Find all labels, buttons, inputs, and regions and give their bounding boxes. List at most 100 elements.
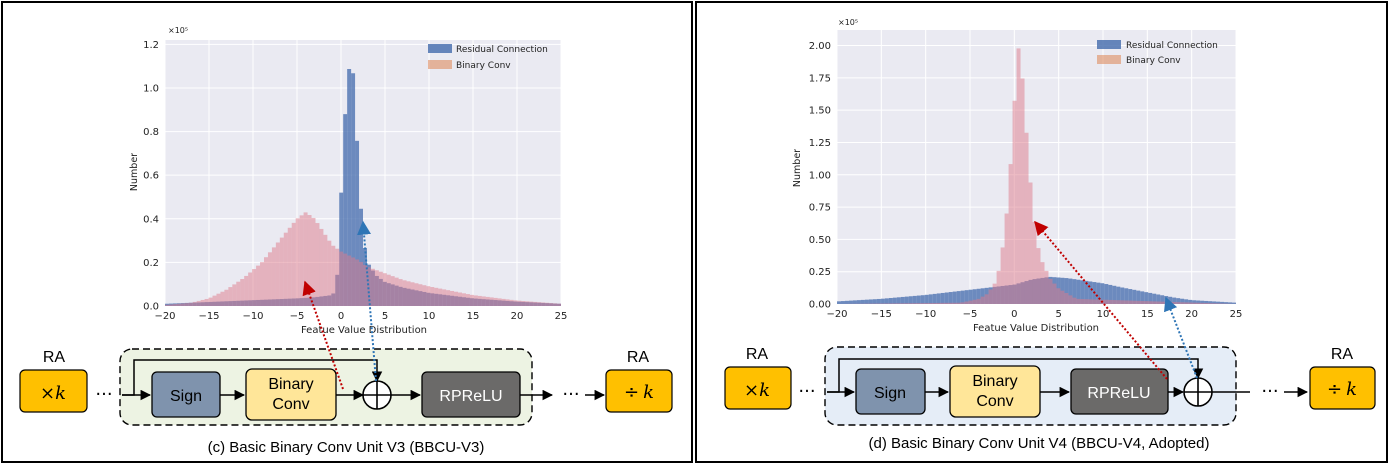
- histogram-bar: [450, 290, 455, 306]
- histogram-bar: [1068, 278, 1073, 304]
- histogram-bar: [1180, 302, 1185, 304]
- legend-swatch-residual: [428, 44, 452, 53]
- histogram-bar: [960, 290, 965, 304]
- histogram-bar: [493, 297, 498, 306]
- histogram-bar: [216, 293, 221, 306]
- histogram-bar: [1124, 300, 1129, 304]
- histogram-bar: [912, 303, 917, 304]
- histogram-bar: [904, 296, 909, 304]
- histogram-bar: [176, 303, 181, 306]
- ra-left-label: RA: [43, 349, 66, 366]
- histogram-bar: [1188, 299, 1193, 304]
- histogram-bar: [896, 297, 901, 304]
- y-multiplier: ×10⁵: [168, 26, 188, 35]
- histogram-bar: [517, 300, 522, 306]
- y-tick-label: 0.50: [809, 235, 831, 246]
- histogram-bar: [212, 295, 217, 306]
- histogram-bar: [1088, 299, 1093, 304]
- histogram-bar: [422, 285, 427, 306]
- histogram-bar: [529, 301, 534, 306]
- histogram-bar: [172, 304, 177, 306]
- histogram-bar: [252, 269, 257, 306]
- histogram-bar: [509, 299, 514, 306]
- pointer-binary-conv: [302, 280, 344, 390]
- histogram-bar: [1108, 284, 1113, 304]
- histogram-bar: [363, 264, 367, 306]
- add-node: [362, 380, 392, 410]
- histogram-bar: [208, 297, 213, 306]
- histogram-bar: [1080, 299, 1085, 304]
- histogram-bar: [1208, 303, 1213, 304]
- histogram-bar: [984, 294, 989, 304]
- histogram-bar: [1000, 247, 1005, 304]
- histogram-bar: [454, 291, 459, 306]
- histogram-bar: [394, 277, 399, 306]
- histogram-bar: [327, 240, 332, 306]
- x-tick-label: 10: [1097, 309, 1110, 320]
- histogram-bar: [944, 292, 949, 304]
- histogram-bar: [347, 255, 352, 306]
- histogram-bar: [343, 253, 348, 306]
- histogram-bar: [406, 281, 411, 306]
- histogram-bar: [1120, 300, 1125, 304]
- histogram-bar: [430, 287, 435, 306]
- y-tick-label: 1.50: [809, 106, 831, 117]
- histogram-bar: [1104, 299, 1109, 304]
- histogram-bar: [315, 223, 320, 306]
- binary-conv-label-2: Conv: [272, 396, 309, 413]
- histogram-bar: [888, 303, 893, 304]
- histogram-bar: [1072, 279, 1077, 304]
- histogram-bar: [1012, 100, 1017, 304]
- legend-label-binary: Binary Conv: [456, 61, 511, 71]
- histogram-bar: [1196, 302, 1201, 304]
- x-axis-label: Featue Value Distribution: [973, 323, 1099, 334]
- add-node: [1183, 377, 1213, 407]
- histogram-bar: [264, 257, 268, 306]
- histogram-bar: [936, 293, 941, 304]
- histogram-bar: [287, 227, 292, 306]
- histogram-bar: [382, 273, 387, 306]
- y-tick-label: 1.00: [809, 170, 831, 181]
- histogram-bar: [1084, 280, 1089, 304]
- histogram-bar: [1212, 303, 1217, 304]
- rprelu-label: RPReLU: [1087, 385, 1150, 402]
- histogram-bar: [884, 298, 889, 304]
- histogram-bar: [204, 298, 209, 306]
- histogram-bar: [1080, 280, 1085, 304]
- histogram-bar: [351, 73, 356, 306]
- binary-conv-label-2: Conv: [976, 393, 1013, 410]
- histogram-bar: [307, 215, 312, 306]
- histogram-bar: [192, 301, 197, 306]
- legend-swatch-residual: [1097, 40, 1121, 49]
- histogram-bar: [351, 257, 356, 306]
- ra-left-block: [19, 369, 88, 413]
- histogram-bar: [339, 251, 344, 306]
- legend-swatch-binary: [1097, 55, 1121, 64]
- caption: (c) Basic Binary Conv Unit V3 (BBCU-V3): [208, 439, 485, 456]
- x-tick-label: 15: [467, 311, 480, 322]
- histogram-bar: [303, 212, 308, 306]
- histogram-bar: [295, 218, 300, 306]
- histogram-bar: [912, 295, 917, 304]
- histogram-bar: [1032, 221, 1037, 304]
- histogram-bar: [1152, 301, 1157, 304]
- histogram-bar: [872, 299, 877, 304]
- histogram-bar: [323, 234, 328, 306]
- histogram-bar: [1140, 291, 1145, 304]
- histogram-bar: [944, 302, 949, 304]
- histogram-bar: [1124, 288, 1129, 304]
- legend-label-residual: Residual Connection: [1126, 41, 1218, 51]
- x-tick-label: −20: [154, 311, 175, 322]
- x-tick-label: 15: [1141, 309, 1154, 320]
- histogram-bar: [557, 303, 561, 306]
- histogram-bar: [347, 68, 352, 307]
- histogram-bar: [952, 291, 957, 304]
- ra-left-op: ×k: [40, 383, 66, 404]
- histogram-bar: [888, 297, 893, 304]
- histogram-bar: [928, 294, 933, 304]
- histogram-bar: [489, 297, 494, 306]
- histogram-bar: [1040, 262, 1045, 304]
- ra-right-op: ÷ k: [624, 382, 654, 403]
- histogram-bar: [1096, 299, 1101, 304]
